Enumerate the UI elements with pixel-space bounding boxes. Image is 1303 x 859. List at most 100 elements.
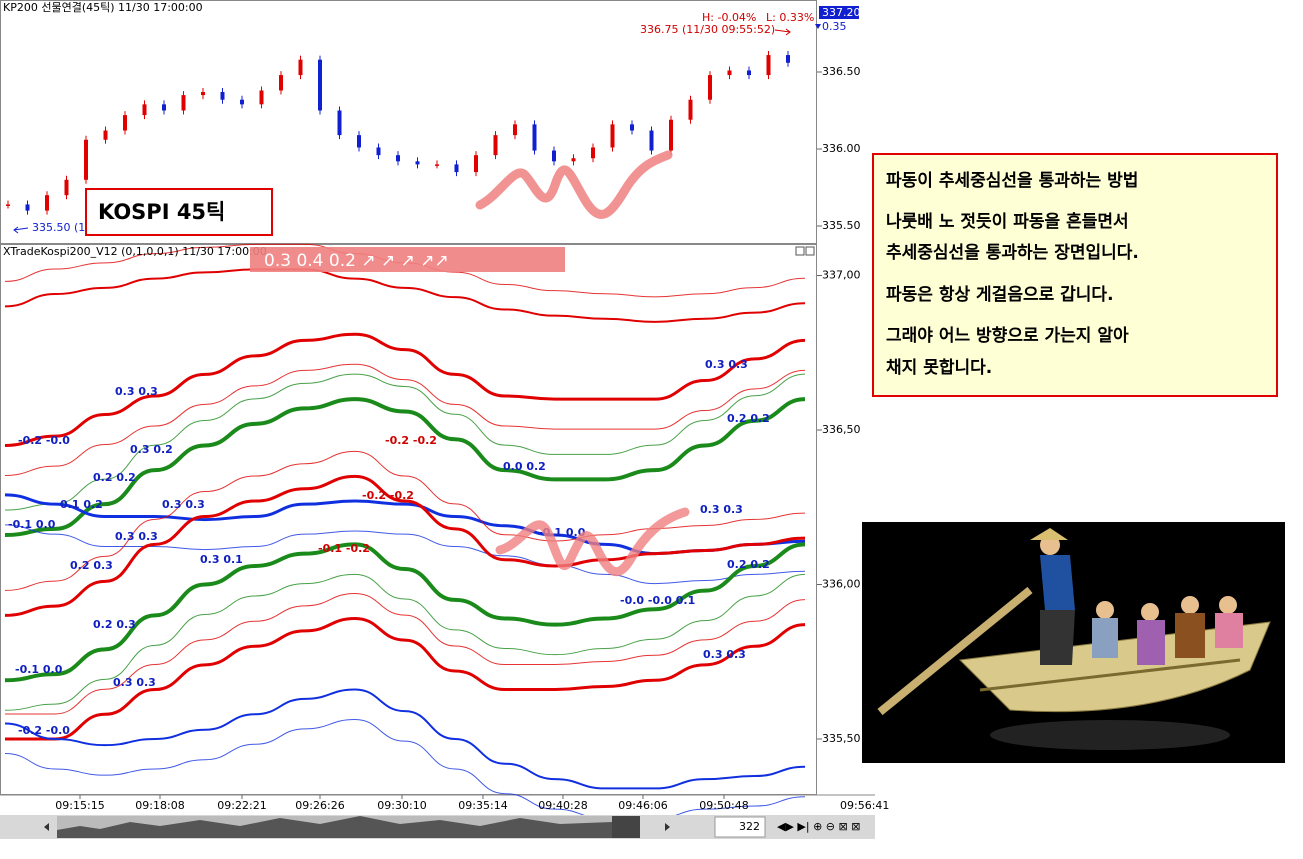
candle [630,124,634,131]
candle [357,135,361,148]
candle [84,139,88,180]
annotation: KOSPI 45틱 [98,200,225,224]
signal-label: 0.3 0.3 [700,503,743,516]
rower-hat [1030,528,1068,540]
x-last-label: 09:56:41 [840,799,889,812]
plots [4,51,806,819]
passenger [1219,596,1237,614]
y-tick-label: 335,50 [822,732,861,745]
low-arrow [13,226,29,234]
signal-label: 0.3 0.3 [162,498,205,511]
oar [877,586,1033,716]
y-tick-label: 337,00 [822,268,861,281]
candle [337,110,342,136]
price-panel-frame [0,0,817,244]
indicator-thin [5,592,806,715]
candle [240,99,244,105]
signal-label: -0.2 -0.2 [385,434,437,447]
note-box [872,153,1278,397]
signal-label: 0.2 0.3 [93,618,136,631]
signal-label: 0.2 0.3 [70,559,113,572]
candle [201,92,205,96]
signal-label: 0.3 0.3 [113,676,156,689]
candle [298,59,303,76]
candle [474,155,478,173]
last-arrow [774,28,791,36]
signal-label: -0.0 -0.0 0.1 [620,594,695,607]
candle [142,104,147,116]
signal-label: 0.3 0.3 [115,385,158,398]
x-tick-label: 09:35:14 [458,799,507,812]
signal-label: 0.3 0.1 [200,553,243,566]
scribble [495,507,690,577]
low-label: L: 0.33% [766,11,814,24]
candle [649,130,654,151]
candle [669,119,673,151]
passenger [1141,603,1159,621]
candle [220,92,225,100]
x-tick-label: 09:40:28 [538,799,587,812]
scroll-thumb[interactable] [612,816,640,838]
candle [435,164,439,166]
price-panel-title: KP200 선물연결(45틱) 11/30 17:00:00 [3,1,203,14]
x-tick-label: 09:26:26 [295,799,344,812]
reflection [990,720,1230,750]
high-label: H: -0.04% [702,11,756,24]
boat-rim [979,658,1241,692]
note-line: 파동은 항상 게걸음으로 갑니다. [886,284,1114,305]
candle [6,204,10,206]
passenger [1215,613,1243,648]
low-marker: 335.50 (1 [32,221,85,234]
indicator-thin [4,524,806,585]
y-tick-label: 336.50 [822,65,861,78]
x-tick-label: 09:22:21 [217,799,266,812]
candle [181,95,186,111]
passenger [1096,601,1114,619]
candle [532,124,537,151]
candle [552,150,556,162]
signal-label: 0.3 0.2 [130,443,173,456]
count-box[interactable] [714,816,766,838]
signal-label: 0.2 0.2 [727,558,770,571]
passenger [1092,618,1118,658]
signal-label: -0.2 -0.2 [362,489,414,502]
note-line: 채지 못합니다. [886,357,992,378]
candle [513,124,517,136]
signal-label: -0.1 0.0 [15,663,63,676]
indicator-line [4,474,806,617]
passenger [1181,596,1199,614]
candle [766,55,771,76]
signal-label: 0.2 0.2 [727,412,770,425]
candle [610,124,615,148]
x-tick-label: 09:30:10 [377,799,426,812]
y-tick-label: 336,50 [822,423,861,436]
candle [396,155,400,162]
candle [162,104,166,111]
candle [45,195,49,211]
indicator-line [4,542,806,683]
candle [64,179,69,196]
last-label: 336.75 (11/30 09:55:52) [640,23,775,36]
rower-legs [1040,610,1075,665]
change-arrow [815,24,821,29]
panel-button[interactable] [795,246,805,256]
candle [103,130,108,140]
candle [454,164,459,173]
panel-button[interactable] [805,246,815,256]
banner: 0.3 0.4 0.2 ↗ ↗ ↗ ↗↗ [264,251,449,271]
indicator-line [4,397,806,538]
scribble [475,150,673,219]
candle [259,90,264,105]
tool-icons[interactable]: ◀▶ ▶| ⊕ ⊖ ⊠ ⊠ [777,820,860,833]
note-line: 추세중심선을 통과하는 장면입니다. [886,243,1139,263]
indicator-thin [4,450,806,591]
indicator-line [5,616,806,741]
signal-label: 0.0 0.2 [503,460,546,473]
candle [318,59,322,111]
indicator-line [4,332,806,447]
y-tick-label: 335.50 [822,219,861,232]
indicator-line [4,268,806,323]
candle [786,55,790,63]
note-line: 나룻배 노 젓듯이 파동을 흔들면서 [886,211,1129,232]
candle [415,161,420,165]
